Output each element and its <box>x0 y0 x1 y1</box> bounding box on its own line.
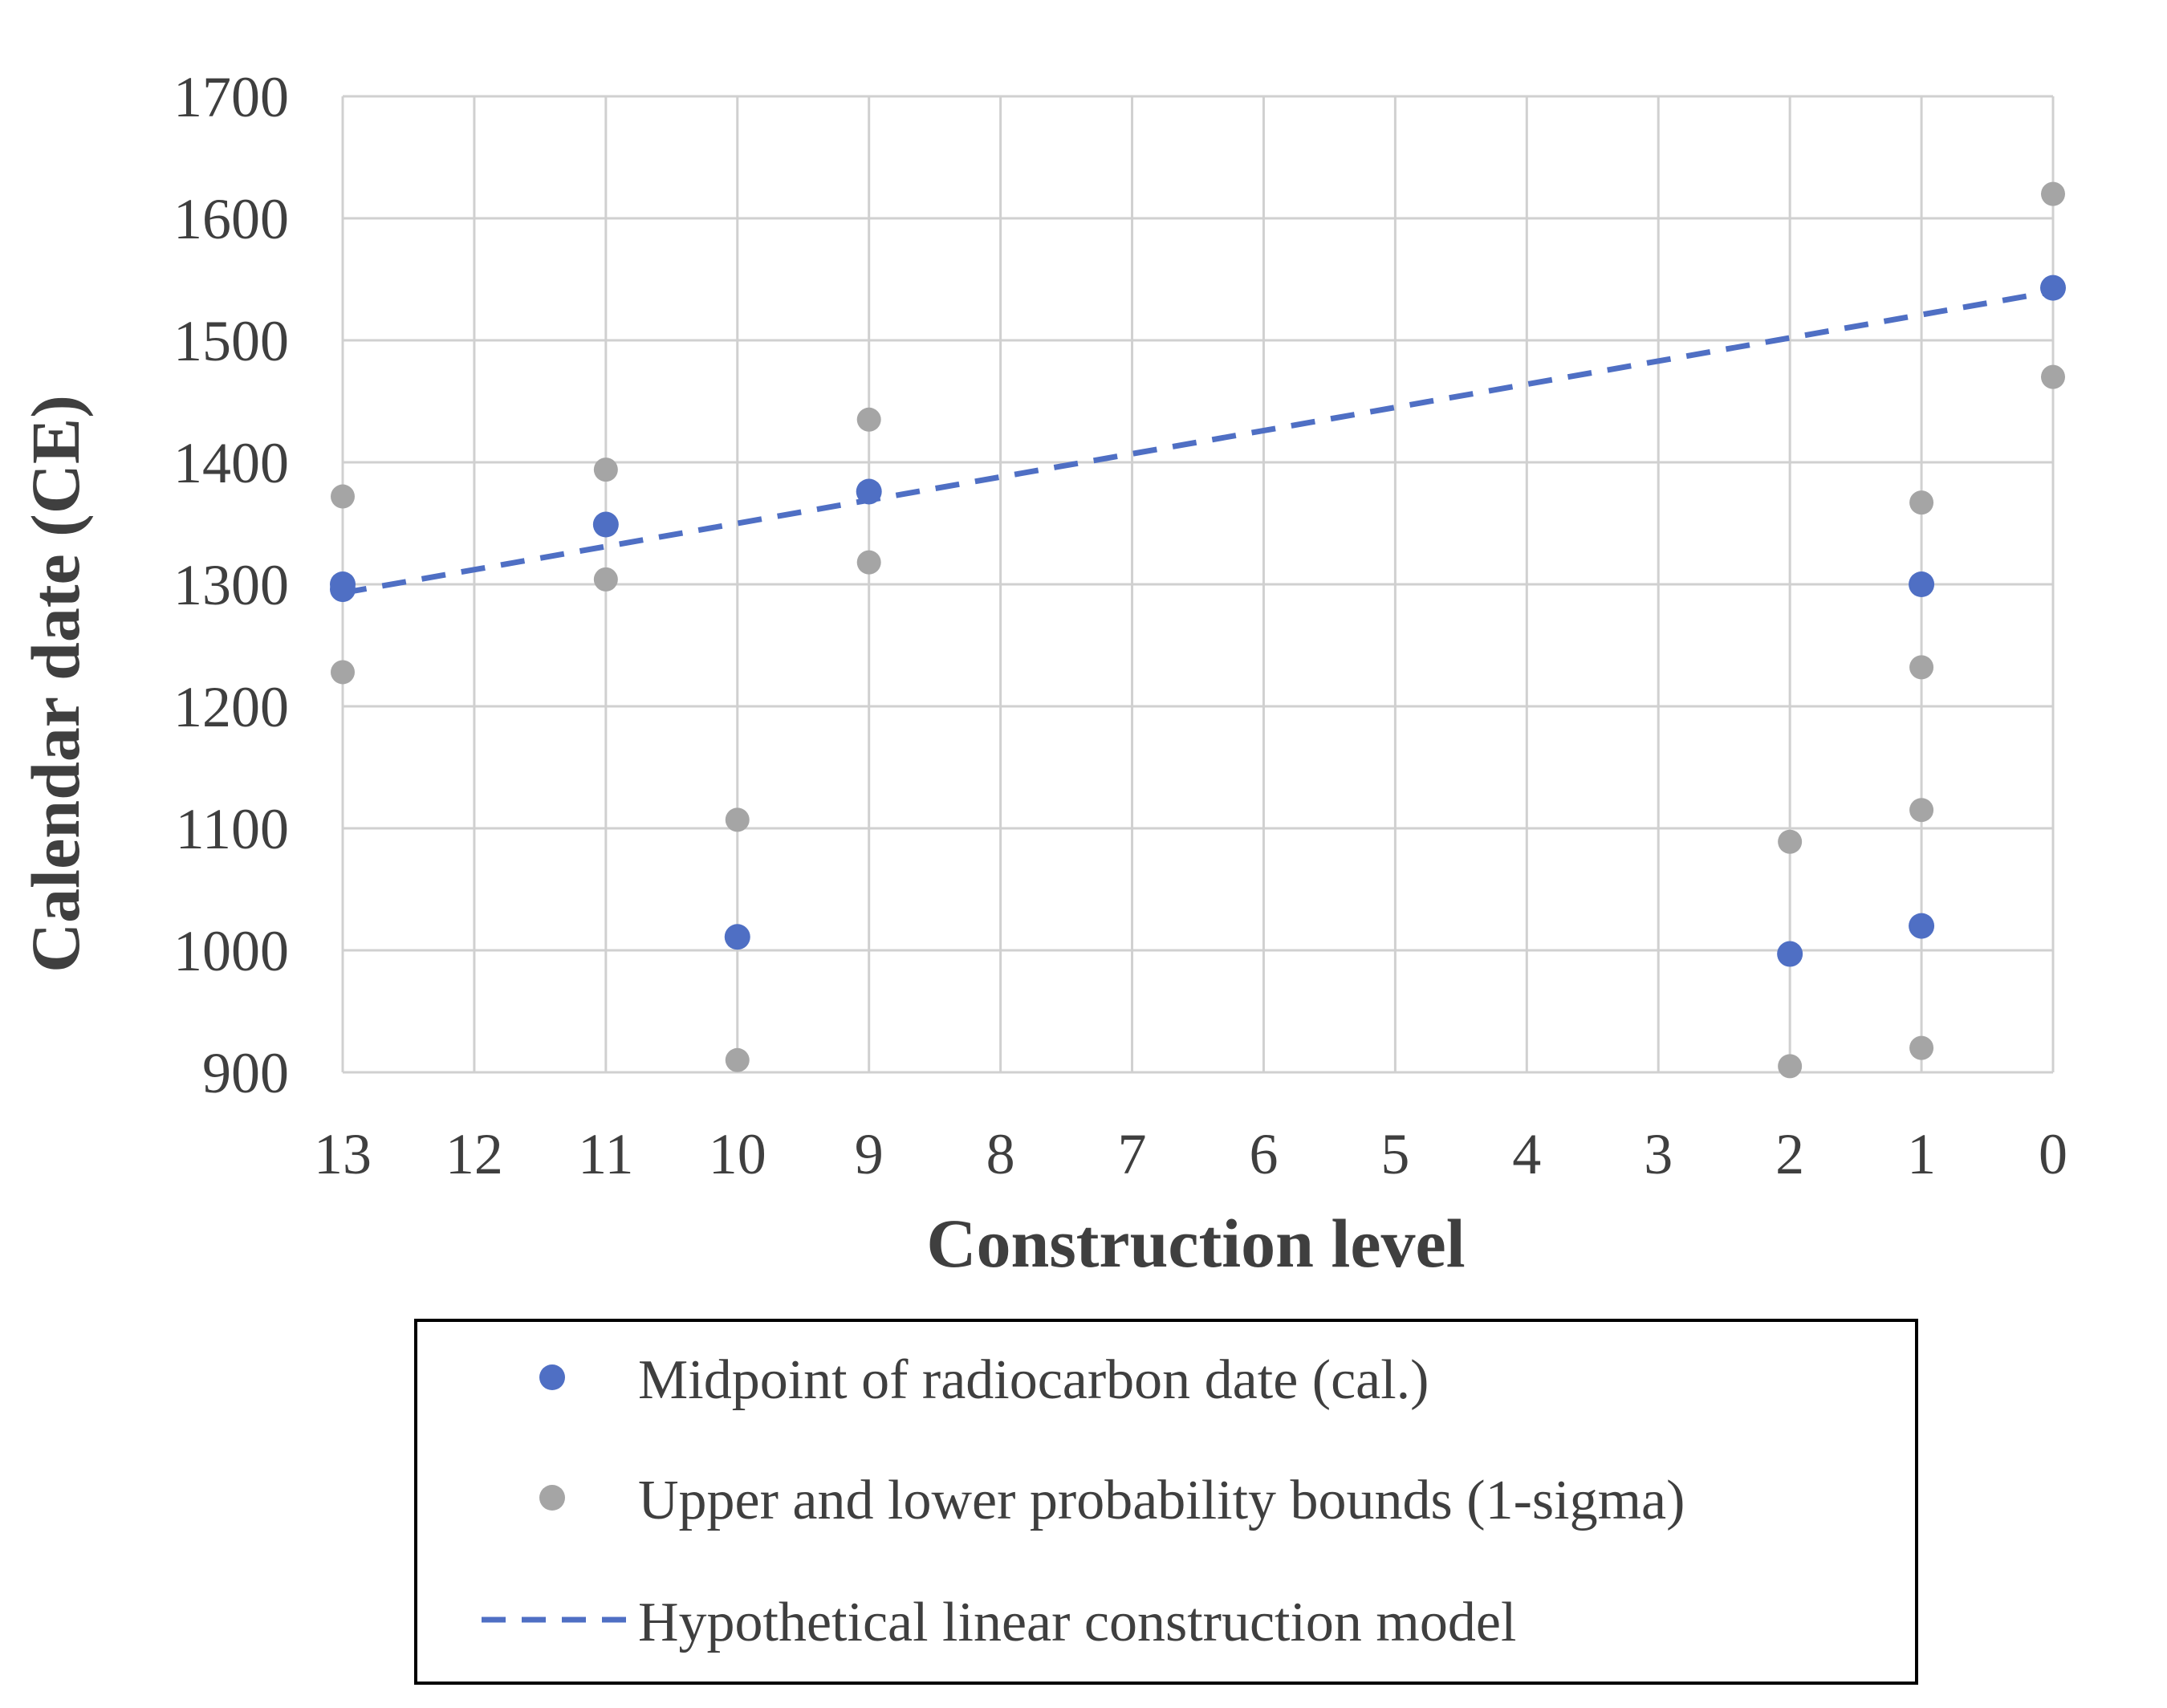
x-tick-label: 8 <box>986 1122 1015 1186</box>
y-tick-label: 1100 <box>176 797 289 861</box>
x-tick-label: 10 <box>709 1122 766 1186</box>
legend-frame <box>414 1319 1918 1685</box>
y-tick-label: 1600 <box>173 187 289 251</box>
midpoint-point <box>1777 941 1803 967</box>
bound-point <box>856 407 881 432</box>
x-tick-label: 13 <box>314 1122 372 1186</box>
bound-point <box>331 660 355 685</box>
legend-bounds-label: Upper and lower probability bounds (1-si… <box>638 1470 1685 1531</box>
x-tick-label: 4 <box>1512 1122 1541 1186</box>
bound-point <box>593 567 618 592</box>
bound-point <box>1909 655 1934 680</box>
bound-point <box>725 807 750 832</box>
x-tick-label: 9 <box>855 1122 884 1186</box>
legend-midpoint-marker <box>539 1364 565 1390</box>
y-tick-label: 1400 <box>173 431 289 495</box>
x-tick-label: 5 <box>1380 1122 1409 1186</box>
bound-point <box>331 484 355 509</box>
y-tick-label: 1500 <box>173 309 289 373</box>
x-tick-label: 1 <box>1907 1122 1936 1186</box>
midpoint-point <box>592 511 619 538</box>
bound-point <box>1778 1054 1803 1079</box>
bound-point <box>1778 829 1803 854</box>
y-tick-label: 900 <box>202 1041 289 1105</box>
x-tick-label: 11 <box>578 1122 633 1186</box>
y-tick-label: 1700 <box>173 65 289 129</box>
bound-point <box>725 1047 750 1072</box>
bound-point <box>1909 798 1934 823</box>
x-tick-label: 0 <box>2039 1122 2067 1186</box>
x-tick-label: 7 <box>1118 1122 1147 1186</box>
y-tick-label: 1200 <box>173 675 289 739</box>
legend-bounds-marker <box>539 1485 565 1511</box>
y-tick-label: 1300 <box>173 553 289 617</box>
midpoint-point <box>2040 274 2066 301</box>
midpoint-point <box>330 576 356 603</box>
legend-items: Midpoint of radiocarbon date (cal.) Upper… <box>482 1349 1685 1653</box>
midpoint-point <box>1909 913 1935 939</box>
x-axis-title: Construction level <box>926 1205 1465 1282</box>
y-tick-label: 1000 <box>173 919 289 983</box>
bound-point <box>856 550 881 575</box>
x-tick-label: 12 <box>445 1122 503 1186</box>
legend: Midpoint of radiocarbon date (cal.) Upper… <box>414 1319 1918 1685</box>
x-tick-label: 3 <box>1644 1122 1673 1186</box>
bound-point <box>1909 490 1934 515</box>
bound-point <box>1909 1035 1934 1060</box>
midpoint-point <box>724 924 750 950</box>
plot-area <box>330 181 2066 1079</box>
model-line <box>342 288 2054 596</box>
bound-point <box>2041 364 2065 389</box>
midpoint-point <box>856 478 882 505</box>
bound-point <box>593 458 618 482</box>
legend-model-label: Hypothetical linear construction model <box>638 1592 1516 1653</box>
bound-point <box>2041 181 2065 206</box>
x-tick-label: 6 <box>1249 1122 1278 1186</box>
x-tick-label: 2 <box>1775 1122 1804 1186</box>
legend-midpoint-label: Midpoint of radiocarbon date (cal.) <box>638 1349 1429 1411</box>
midpoint-point <box>1909 571 1935 597</box>
y-axis-title: Calendar date (CE) <box>17 395 94 973</box>
